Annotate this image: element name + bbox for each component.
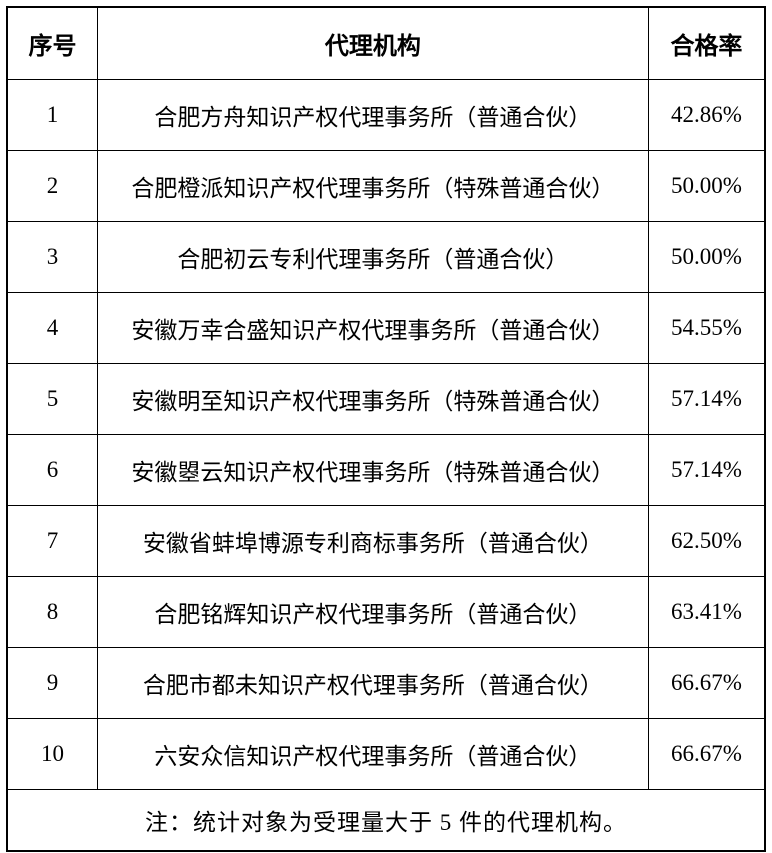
cell-agency: 合肥铭辉知识产权代理事务所（普通合伙） bbox=[97, 576, 648, 647]
footer-note-text: 注：统计对象为受理量大于 5 件的代理机构。 bbox=[145, 810, 627, 835]
table-row: 6安徽曌云知识产权代理事务所（特殊普通合伙）57.14% bbox=[7, 434, 765, 505]
cell-seq: 2 bbox=[7, 150, 97, 221]
cell-rate: 54.55% bbox=[648, 292, 765, 363]
header-agency: 代理机构 bbox=[97, 7, 648, 79]
table-row: 1合肥方舟知识产权代理事务所（普通合伙）42.86% bbox=[7, 79, 765, 150]
agency-pass-rate-table: 序号 代理机构 合格率 1合肥方舟知识产权代理事务所（普通合伙）42.86%2合… bbox=[6, 6, 766, 852]
cell-rate: 57.14% bbox=[648, 434, 765, 505]
cell-agency: 安徽省蚌埠博源专利商标事务所（普通合伙） bbox=[97, 505, 648, 576]
cell-rate: 57.14% bbox=[648, 363, 765, 434]
header-seq: 序号 bbox=[7, 7, 97, 79]
cell-agency: 安徽万幸合盛知识产权代理事务所（普通合伙） bbox=[97, 292, 648, 363]
cell-seq: 3 bbox=[7, 221, 97, 292]
footer-note-cell: 注：统计对象为受理量大于 5 件的代理机构。 bbox=[7, 789, 765, 851]
cell-rate: 63.41% bbox=[648, 576, 765, 647]
cell-agency: 合肥市都未知识产权代理事务所（普通合伙） bbox=[97, 647, 648, 718]
header-rate: 合格率 bbox=[648, 7, 765, 79]
cell-seq: 8 bbox=[7, 576, 97, 647]
data-table: 序号 代理机构 合格率 1合肥方舟知识产权代理事务所（普通合伙）42.86%2合… bbox=[6, 6, 766, 852]
cell-seq: 7 bbox=[7, 505, 97, 576]
cell-rate: 66.67% bbox=[648, 647, 765, 718]
cell-rate: 50.00% bbox=[648, 150, 765, 221]
cell-seq: 5 bbox=[7, 363, 97, 434]
cell-agency: 六安众信知识产权代理事务所（普通合伙） bbox=[97, 718, 648, 789]
cell-agency: 安徽明至知识产权代理事务所（特殊普通合伙） bbox=[97, 363, 648, 434]
cell-seq: 10 bbox=[7, 718, 97, 789]
cell-rate: 42.86% bbox=[648, 79, 765, 150]
table-row: 4安徽万幸合盛知识产权代理事务所（普通合伙）54.55% bbox=[7, 292, 765, 363]
cell-rate: 66.67% bbox=[648, 718, 765, 789]
cell-agency: 安徽曌云知识产权代理事务所（特殊普通合伙） bbox=[97, 434, 648, 505]
footer-row: 注：统计对象为受理量大于 5 件的代理机构。 bbox=[7, 789, 765, 851]
table-row: 9合肥市都未知识产权代理事务所（普通合伙）66.67% bbox=[7, 647, 765, 718]
table-row: 2合肥橙派知识产权代理事务所（特殊普通合伙）50.00% bbox=[7, 150, 765, 221]
cell-seq: 6 bbox=[7, 434, 97, 505]
cell-agency: 合肥方舟知识产权代理事务所（普通合伙） bbox=[97, 79, 648, 150]
cell-seq: 1 bbox=[7, 79, 97, 150]
cell-agency: 合肥初云专利代理事务所（普通合伙） bbox=[97, 221, 648, 292]
cell-seq: 4 bbox=[7, 292, 97, 363]
cell-rate: 62.50% bbox=[648, 505, 765, 576]
cell-seq: 9 bbox=[7, 647, 97, 718]
table-row: 10六安众信知识产权代理事务所（普通合伙）66.67% bbox=[7, 718, 765, 789]
table-body: 1合肥方舟知识产权代理事务所（普通合伙）42.86%2合肥橙派知识产权代理事务所… bbox=[7, 79, 765, 789]
cell-rate: 50.00% bbox=[648, 221, 765, 292]
table-row: 5安徽明至知识产权代理事务所（特殊普通合伙）57.14% bbox=[7, 363, 765, 434]
table-row: 7安徽省蚌埠博源专利商标事务所（普通合伙）62.50% bbox=[7, 505, 765, 576]
cell-agency: 合肥橙派知识产权代理事务所（特殊普通合伙） bbox=[97, 150, 648, 221]
table-row: 8合肥铭辉知识产权代理事务所（普通合伙）63.41% bbox=[7, 576, 765, 647]
table-row: 3合肥初云专利代理事务所（普通合伙）50.00% bbox=[7, 221, 765, 292]
header-row: 序号 代理机构 合格率 bbox=[7, 7, 765, 79]
